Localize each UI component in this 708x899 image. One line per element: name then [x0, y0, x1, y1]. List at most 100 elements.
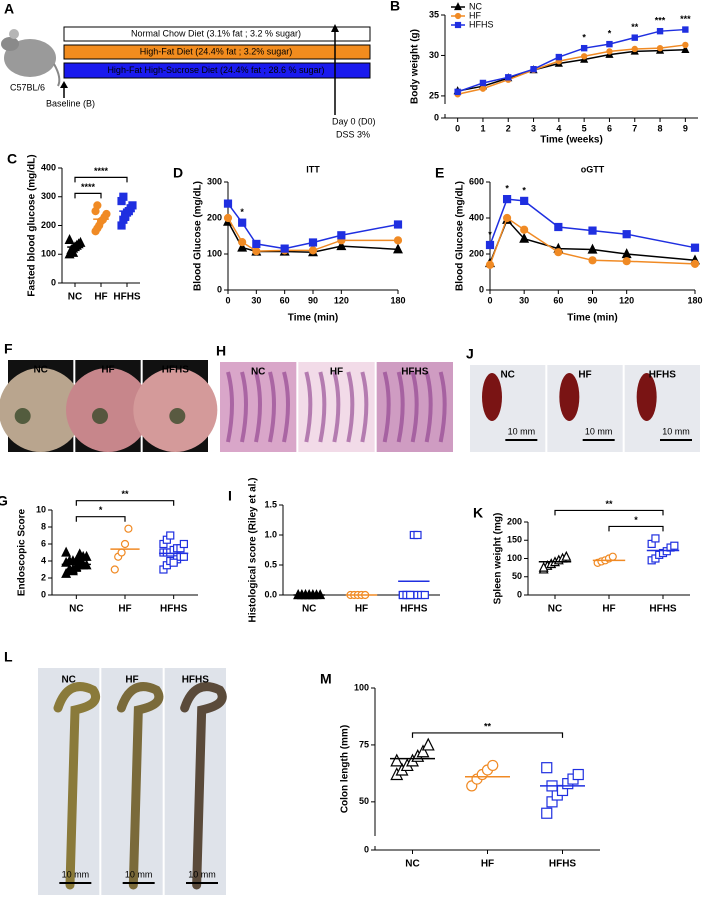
marker: [555, 53, 563, 61]
marker: [120, 539, 130, 549]
y-axis-label: Spleen weight (mg): [493, 513, 504, 605]
photo: [164, 668, 227, 895]
significance: ****: [81, 182, 96, 192]
x-tick-label: 30: [519, 295, 529, 305]
colon: [53, 682, 101, 890]
marker: [554, 248, 563, 257]
legend-label: HFHS: [469, 19, 494, 29]
marker: [179, 539, 188, 549]
marker: [75, 236, 86, 247]
marker: [580, 53, 588, 60]
marker: [93, 201, 102, 210]
marker: [393, 236, 403, 245]
marker: [588, 226, 597, 235]
marker: [68, 246, 79, 257]
marker: [681, 44, 690, 53]
chart-title: ITT: [306, 164, 320, 174]
comparison-bracket: [411, 732, 564, 738]
marker: [651, 534, 660, 543]
photo: [133, 360, 218, 452]
marker: [670, 541, 679, 550]
significance: *: [608, 29, 612, 39]
x-tick-label: 5: [582, 123, 587, 133]
marker: [128, 201, 137, 210]
panel-letter: J: [466, 346, 474, 362]
marker: [519, 232, 530, 243]
marker: [485, 260, 495, 269]
y-tick-label: 0: [51, 277, 56, 287]
crypt: [332, 371, 341, 443]
mouse-tail: [53, 63, 61, 87]
treatment-label: DSS 3%: [336, 129, 370, 139]
marker: [337, 231, 346, 240]
panel-letter: F: [4, 341, 13, 357]
marker: [682, 26, 689, 33]
photo-caption: HFHS: [182, 675, 210, 686]
y-tick-label: 100: [354, 682, 369, 692]
x-tick-label: 2: [506, 123, 511, 133]
diet-label: High-Fat High-Sucrose Diet (24.4% fat ; …: [107, 65, 324, 75]
photo-caption: HF: [125, 675, 138, 686]
x-tick-label: NC: [68, 292, 82, 303]
photo-caption: HFHS: [649, 370, 677, 381]
x-tick-label: 30: [251, 295, 261, 305]
marker: [61, 546, 72, 557]
endoscopy-view: [66, 368, 150, 452]
significance: **: [484, 721, 492, 731]
marker: [336, 240, 347, 251]
x-tick-label: HF: [602, 604, 615, 615]
diet-bar: [63, 44, 371, 60]
crypt: [382, 371, 391, 443]
y-tick-label: 200: [469, 248, 484, 258]
y-tick-label: 150: [507, 535, 522, 545]
y-tick-label: 30: [429, 50, 439, 60]
y-tick-label: 0: [41, 589, 46, 599]
diet-bar: [63, 62, 371, 79]
x-tick-label: 120: [619, 295, 634, 305]
marker: [538, 561, 549, 572]
marker: [223, 199, 233, 208]
x-tick-label: HFHS: [113, 292, 141, 303]
photo-caption: HFHS: [401, 367, 429, 378]
series-line: [457, 44, 686, 96]
x-tick-label: NC: [69, 604, 83, 615]
x-tick-label: HF: [481, 859, 494, 870]
x-tick-label: HF: [355, 604, 368, 615]
diet-label: Normal Chow Diet (3.1% fat ; 3.2 % sugar…: [131, 28, 301, 38]
photo: [470, 365, 546, 452]
y-axis-label: Histological score (Riley et al.): [248, 477, 259, 622]
spleen: [636, 373, 657, 421]
marker: [416, 744, 430, 758]
scale-bar-label: 10 mm: [662, 426, 690, 436]
lumen: [14, 408, 31, 424]
marker: [622, 230, 631, 239]
endoscopy-view: [0, 368, 83, 452]
crypt: [304, 371, 313, 443]
panel-letter: H: [216, 343, 226, 359]
comparison-bracket: [608, 525, 664, 532]
x-tick-label: HFHS: [649, 604, 677, 615]
spleen: [559, 373, 580, 421]
y-tick-label: 75: [359, 739, 369, 749]
y-tick-label: 0.5: [264, 559, 277, 569]
y-tick-label: 0: [479, 284, 484, 294]
marker: [554, 222, 563, 232]
x-tick-label: HF: [94, 292, 107, 303]
colon: [116, 682, 164, 890]
x-tick-label: 120: [334, 295, 349, 305]
marker: [502, 213, 512, 223]
marker: [238, 238, 247, 247]
marker: [252, 247, 261, 256]
panel-letter: D: [173, 165, 183, 181]
series-line: [457, 28, 686, 93]
mouse-ear: [9, 29, 19, 39]
marker: [454, 2, 462, 11]
photo: [624, 365, 700, 452]
marker: [631, 45, 638, 53]
y-tick-label: 600: [469, 176, 484, 186]
x-tick-label: 7: [632, 123, 637, 133]
marker: [308, 238, 318, 247]
y-tick-label: 300: [207, 176, 222, 186]
crypt: [318, 371, 327, 443]
significance: ****: [94, 166, 109, 176]
